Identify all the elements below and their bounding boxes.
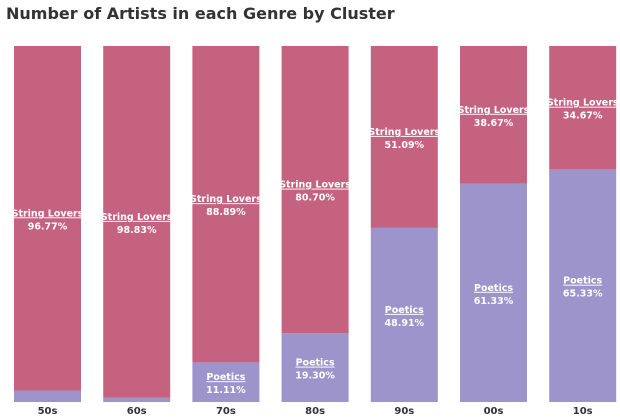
bar-string-lovers-70s	[192, 46, 260, 363]
segment-series-label: Poetics	[206, 372, 245, 383]
x-axis-ticks: 50s 60s 70s 80s 90s 00s 10s	[38, 406, 593, 417]
segment-series-label: Poetics	[563, 276, 602, 287]
bar-poetics-50s	[14, 390, 81, 402]
segment-labels-layer: String Lovers 96.77% String Lovers 98.83% Po…	[12, 98, 619, 397]
segment-series-label: String Lovers	[547, 98, 619, 109]
bar-poetics-90s	[370, 227, 438, 402]
x-tick-label-60s: 60s	[127, 406, 147, 417]
bar-string-lovers-90s	[370, 46, 438, 228]
bar-poetics-80s	[281, 333, 349, 402]
segment-series-label: String Lovers	[368, 127, 440, 138]
bar-string-lovers-50s	[14, 46, 81, 391]
x-tick-label-10s: 10s	[573, 406, 593, 417]
bar-poetics-70s	[192, 362, 260, 402]
bar-string-lovers-80s	[281, 46, 349, 334]
chart-title: Number of Artists in each Genre by Clust…	[6, 4, 395, 23]
bar-poetics-00s	[460, 183, 527, 402]
segment-value-label: 38.67%	[474, 118, 514, 129]
x-tick-label-80s: 80s	[305, 406, 325, 417]
segment-series-label: String Lovers	[101, 212, 173, 223]
segment-series-label: Poetics	[385, 305, 424, 316]
segment-value-label: 19.30%	[295, 371, 335, 382]
segment-series-label: String Lovers	[12, 208, 84, 219]
segment-value-label: 98.83%	[117, 225, 157, 236]
bar-poetics-10s	[549, 169, 617, 402]
segment-value-label: 51.09%	[385, 140, 425, 151]
segment-series-label: String Lovers	[190, 194, 262, 205]
segment-value-label: 34.67%	[563, 111, 603, 122]
segment-value-label: 11.11%	[206, 385, 246, 396]
segment-series-label: Poetics	[296, 358, 335, 369]
bar-string-lovers-00s	[460, 46, 527, 184]
segment-series-label: String Lovers	[458, 105, 530, 116]
bars-layer	[14, 46, 617, 402]
bar-string-lovers-60s	[103, 46, 171, 398]
bar-poetics-60s	[103, 397, 171, 402]
x-tick-label-90s: 90s	[394, 406, 414, 417]
segment-value-label: 48.91%	[385, 318, 425, 329]
segment-value-label: 88.89%	[206, 207, 246, 218]
x-tick-label-00s: 00s	[484, 406, 504, 417]
segment-value-label: 65.33%	[563, 289, 603, 300]
segment-value-label: 96.77%	[28, 221, 68, 232]
segment-series-label: String Lovers	[279, 180, 351, 191]
segment-value-label: 80.70%	[295, 193, 335, 204]
x-tick-label-50s: 50s	[38, 406, 58, 417]
segment-value-label: 61.33%	[474, 296, 514, 307]
bar-string-lovers-10s	[549, 46, 617, 170]
segment-series-label: Poetics	[474, 283, 513, 294]
x-tick-label-70s: 70s	[216, 406, 236, 417]
